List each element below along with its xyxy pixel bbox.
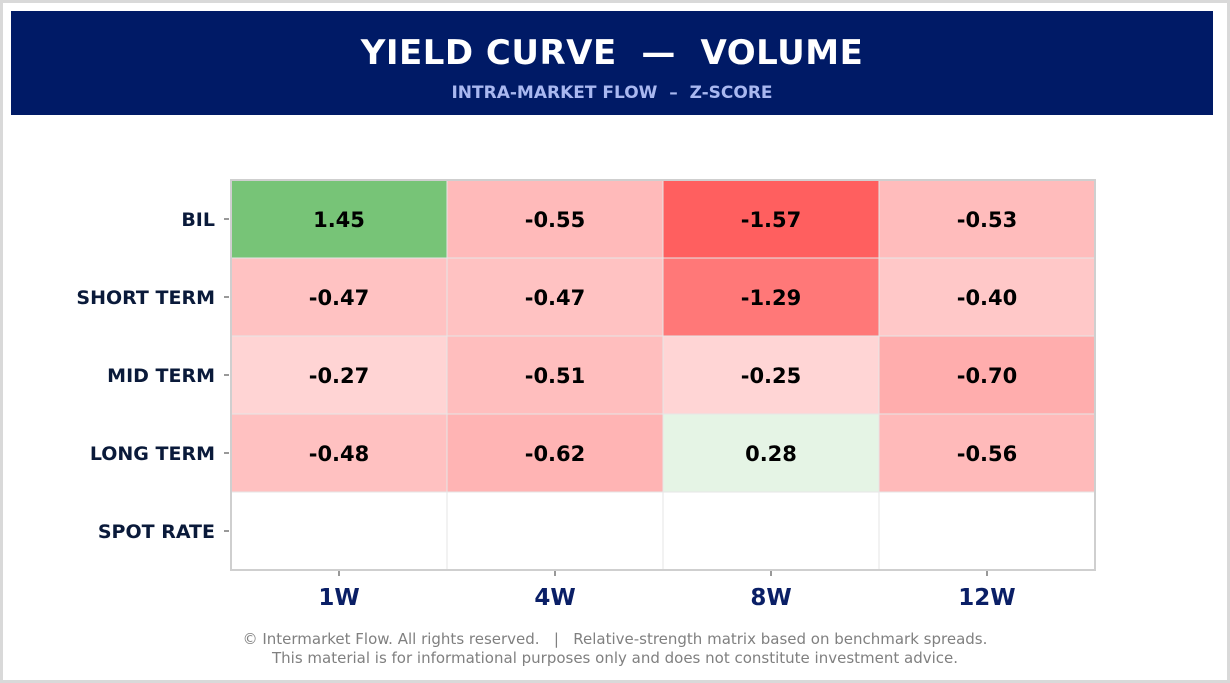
heatmap-cell [446, 335, 664, 415]
heatmap-cell [446, 491, 664, 571]
heatmap-cell [230, 335, 448, 415]
heatmap-cell [662, 491, 880, 571]
cell-value-label: 1.45 [313, 208, 365, 232]
heatmap-cell [878, 335, 1096, 415]
heatmap-cell [230, 257, 448, 337]
cell-value-label: -0.70 [957, 364, 1018, 388]
cell-value-label: -0.62 [525, 442, 586, 466]
heatmap-cell [878, 413, 1096, 493]
cell-value-label: -0.40 [957, 286, 1018, 310]
heatmap-cell [878, 257, 1096, 337]
column-label: 1W [318, 585, 359, 611]
chart-subtitle: INTRA-MARKET FLOW – Z-SCORE [451, 83, 773, 103]
heatmap-cell [446, 413, 664, 493]
heatmap-cell [662, 179, 880, 259]
row-label: SHORT TERM [76, 287, 215, 309]
chart-title: YIELD CURVE — VOLUME [360, 33, 864, 73]
heatmap-border [230, 179, 1096, 571]
heatmap-cell [662, 413, 880, 493]
column-label: 8W [750, 585, 791, 611]
heatmap-cell [230, 413, 448, 493]
cell-value-label: -0.27 [309, 364, 370, 388]
cell-value-label: -1.29 [741, 286, 802, 310]
footer-line-1: © Intermarket Flow. All rights reserved.… [242, 630, 988, 648]
heatmap-cell [230, 491, 448, 571]
cell-value-label: -0.56 [957, 442, 1018, 466]
heatmap-cell [878, 491, 1096, 571]
heatmap-cell [878, 179, 1096, 259]
cell-value-label: -0.51 [525, 364, 586, 388]
cell-value-label: -0.48 [309, 442, 370, 466]
cell-value-label: -0.53 [957, 208, 1018, 232]
cell-value-label: -0.47 [525, 286, 586, 310]
column-label: 12W [958, 585, 1015, 611]
cell-value-label: -0.47 [309, 286, 370, 310]
footer-line-2: This material is for informational purpo… [271, 649, 959, 667]
cell-value-label: -0.55 [525, 208, 586, 232]
heatmap-cell [662, 257, 880, 337]
cell-value-label: -0.25 [741, 364, 802, 388]
row-label: BIL [181, 209, 215, 231]
heatmap-cell [662, 335, 880, 415]
footer: © Intermarket Flow. All rights reserved.… [0, 630, 1230, 668]
row-label: SPOT RATE [98, 521, 215, 543]
row-label: LONG TERM [90, 443, 215, 465]
column-label: 4W [534, 585, 575, 611]
row-label: MID TERM [107, 365, 215, 387]
heatmap-cell [446, 179, 664, 259]
cell-value-label: -1.57 [741, 208, 802, 232]
cell-value-label: 0.28 [745, 442, 797, 466]
title-banner: YIELD CURVE — VOLUME INTRA-MARKET FLOW –… [11, 11, 1213, 115]
